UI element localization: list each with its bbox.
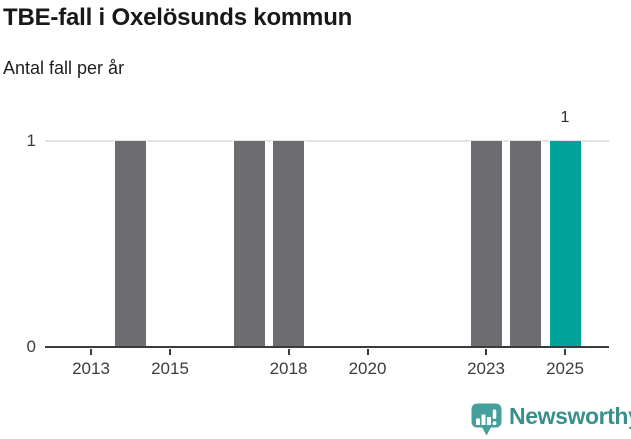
bar-2023 xyxy=(470,141,502,347)
x-tick-2020 xyxy=(366,349,369,355)
newsworthy-brand[interactable]: Newsworthy xyxy=(470,400,631,438)
bar-2025 xyxy=(549,141,581,347)
x-axis-line xyxy=(45,346,609,348)
y-tick-label-0: 0 xyxy=(26,337,36,356)
x-tick-2025 xyxy=(564,349,566,355)
bar-2024 xyxy=(510,141,541,347)
chart-subtitle: Antal fall per år xyxy=(3,58,125,78)
x-tick-label-2023: 2023 xyxy=(467,359,505,378)
brand-name: Newsworthy xyxy=(509,403,631,429)
x-tick-label-2015: 2015 xyxy=(151,359,189,378)
x-tick-2023 xyxy=(485,349,487,355)
bar-2017 xyxy=(233,141,265,347)
chart-title: TBE-fall i Oxelösunds kommun xyxy=(3,4,353,31)
x-tick-label-2013: 2013 xyxy=(72,359,110,378)
x-tick-label-2020: 2020 xyxy=(348,359,387,378)
x-tick-label-2025: 2025 xyxy=(546,359,584,378)
y-tick-label-1: 1 xyxy=(26,131,36,150)
x-tick-2018 xyxy=(287,349,290,355)
newsworthy-logo-icon xyxy=(471,403,502,436)
bar-2014 xyxy=(115,141,146,347)
plot-area: 2013 2015 2018 2020 2023 2025 1 xyxy=(45,109,609,378)
bar-value-label-2025: 1 xyxy=(560,109,570,126)
x-tick-label-2018: 2018 xyxy=(269,359,308,378)
x-tick-2015 xyxy=(169,349,171,355)
bar-2018 xyxy=(273,141,304,347)
x-tick-2013 xyxy=(90,349,92,355)
gridline-y-1 xyxy=(45,140,609,142)
